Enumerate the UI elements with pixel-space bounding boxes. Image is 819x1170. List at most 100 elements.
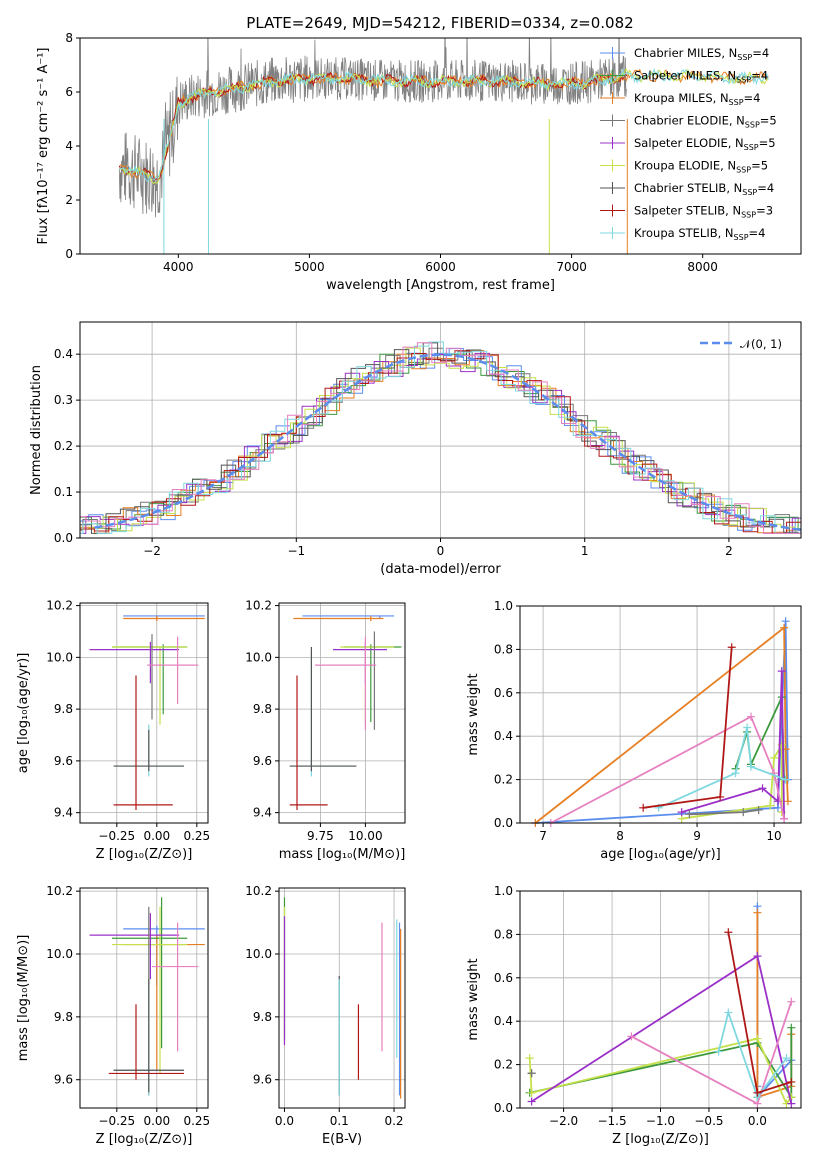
y-tick-label: 0.0 xyxy=(494,1101,513,1115)
mass-weight-point xyxy=(739,808,748,817)
y-tick-label: 10.2 xyxy=(46,884,73,898)
y-axis-label: mass weight xyxy=(466,958,481,1040)
model-spectrum-line xyxy=(118,68,769,184)
mass-weight-point xyxy=(787,1077,796,1086)
y-tick-label: 0.8 xyxy=(494,642,513,656)
y-tick-label: 0.6 xyxy=(494,971,513,985)
mass-weight-vs-age-frame xyxy=(519,605,802,824)
legend-entry: Kroupa ELODIE, NSSP=5 xyxy=(634,159,768,175)
y-tick-label: 0.1 xyxy=(54,485,73,499)
y-tick-label: 0.4 xyxy=(494,729,513,743)
x-axis-label: Z [log₁₀(Z/Z⊙)] xyxy=(612,1132,709,1147)
x-tick-label: −1 xyxy=(287,544,305,558)
mass-weight-point xyxy=(527,1097,536,1106)
legend-text: Salpeter MILES, N xyxy=(634,69,736,83)
legend-subscript: SSP xyxy=(742,188,757,197)
histogram-line xyxy=(80,350,801,534)
y-tick-label: 0.4 xyxy=(494,1014,513,1028)
x-tick-label: −1.0 xyxy=(646,1114,675,1128)
y-tick-label: 0.2 xyxy=(54,439,73,453)
mass-weight-line xyxy=(717,1009,788,1100)
mass-weight-vs-Z-axes xyxy=(520,890,801,1109)
mass-weight-point xyxy=(685,810,694,819)
y-tick-label: 9.4 xyxy=(253,806,272,820)
legend-tail: =5 xyxy=(760,114,777,128)
y-tick-label: 9.8 xyxy=(54,702,73,716)
mass-weight-point xyxy=(770,753,779,762)
legend-tail: =4 xyxy=(751,69,768,83)
y-axis-label: mass [log₁₀(M/M⊙)] xyxy=(16,935,31,1062)
legend-entry: Chabrier ELODIE, NSSP=5 xyxy=(634,114,777,130)
legend-text: Kroupa MILES, N xyxy=(634,91,729,105)
mass-vs-ebv-points xyxy=(283,897,402,1099)
legend-subscript: SSP xyxy=(744,143,759,152)
x-tick-label: 10 xyxy=(766,829,781,843)
legend-text: Salpeter STELIB, N xyxy=(634,204,741,218)
histogram-line xyxy=(80,342,801,534)
y-tick-label: 10.0 xyxy=(245,947,272,961)
legend-text: Chabrier STELIB, N xyxy=(634,181,742,195)
mass-weight-point xyxy=(781,617,790,626)
mass-weight-point xyxy=(716,792,725,801)
age-vs-mass-points xyxy=(289,615,402,811)
x-axis-label: wavelength [Angstrom, rest frame] xyxy=(326,278,555,293)
y-tick-label: 10.2 xyxy=(46,599,73,613)
y-tick-label: 0.2 xyxy=(494,1058,513,1072)
x-tick-label: 0.2 xyxy=(384,1114,403,1128)
y-tick-label: 9.6 xyxy=(253,754,272,768)
x-tick-label: −0.25 xyxy=(98,829,135,843)
mass-weight-point xyxy=(714,1047,723,1056)
legend-text: Chabrier ELODIE, N xyxy=(634,114,745,128)
y-axis-label: Normed distribution xyxy=(29,365,44,495)
x-axis-label: (data-model)/error xyxy=(380,562,501,577)
mass-weight-point xyxy=(783,797,792,806)
mass-weight-point xyxy=(781,775,790,784)
mass-vs-ebv-frame xyxy=(278,887,406,1109)
age-vs-mass-frame xyxy=(278,602,406,824)
y-tick-label: 9.4 xyxy=(54,806,73,820)
legend-subscript: SSP xyxy=(729,98,744,107)
x-axis-label: E(B-V) xyxy=(322,1132,362,1147)
y-tick-label: 0.4 xyxy=(54,347,73,361)
y-tick-label: 6 xyxy=(65,85,73,99)
mass-weight-point xyxy=(746,712,755,721)
y-tick-label: 10.0 xyxy=(46,947,73,961)
mass-weight-point xyxy=(754,805,763,814)
x-tick-label: 5000 xyxy=(294,260,325,274)
mass-weight-point xyxy=(787,1023,796,1032)
y-tick-label: 4 xyxy=(65,139,73,153)
y-tick-label: 10.2 xyxy=(245,884,272,898)
figure-title: PLATE=2649, MJD=54212, FIBERID=0334, z=0… xyxy=(246,14,633,32)
x-axis-label: mass [log₁₀(M/M⊙)] xyxy=(279,847,406,862)
mass-weight-point xyxy=(766,801,775,810)
mass-weight-point xyxy=(787,997,796,1006)
age-vs-Z-points xyxy=(89,615,205,811)
age-vs-Z-axes xyxy=(80,603,208,823)
y-tick-label: 0.8 xyxy=(494,927,513,941)
histogram-steps xyxy=(80,341,801,534)
x-axis-label: Z [log₁₀(Z/Z⊙)] xyxy=(96,847,193,862)
y-tick-label: 9.6 xyxy=(54,1073,73,1087)
mass-weight-point xyxy=(780,623,789,632)
legend-text: Chabrier MILES, N xyxy=(634,46,737,60)
x-tick-label: 2 xyxy=(725,544,733,558)
y-tick-label: 1.0 xyxy=(494,884,513,898)
mass-weight-point xyxy=(758,784,767,793)
mass-weight-point xyxy=(677,808,686,817)
y-axis-label: Flux [fλ10⁻¹⁷ erg cm⁻² s⁻¹ A⁻¹] xyxy=(36,48,51,245)
x-tick-label: −2 xyxy=(143,544,161,558)
x-tick-label: 0.25 xyxy=(183,829,210,843)
mass-weight-point xyxy=(724,1008,733,1017)
legend-subscript: SSP xyxy=(736,76,751,85)
y-tick-label: 9.6 xyxy=(253,1073,272,1087)
mass-weight-vs-age-series xyxy=(531,617,792,827)
mass-weight-point xyxy=(724,928,733,937)
legend-subscript: SSP xyxy=(741,211,756,220)
y-tick-label: 9.6 xyxy=(54,754,73,768)
x-tick-label: 0.1 xyxy=(330,1114,349,1128)
y-axis-label: mass weight xyxy=(466,673,481,755)
legend-tail: =5 xyxy=(759,136,776,150)
mass-weight-point xyxy=(753,1034,762,1043)
mass-weight-point xyxy=(527,1069,536,1078)
